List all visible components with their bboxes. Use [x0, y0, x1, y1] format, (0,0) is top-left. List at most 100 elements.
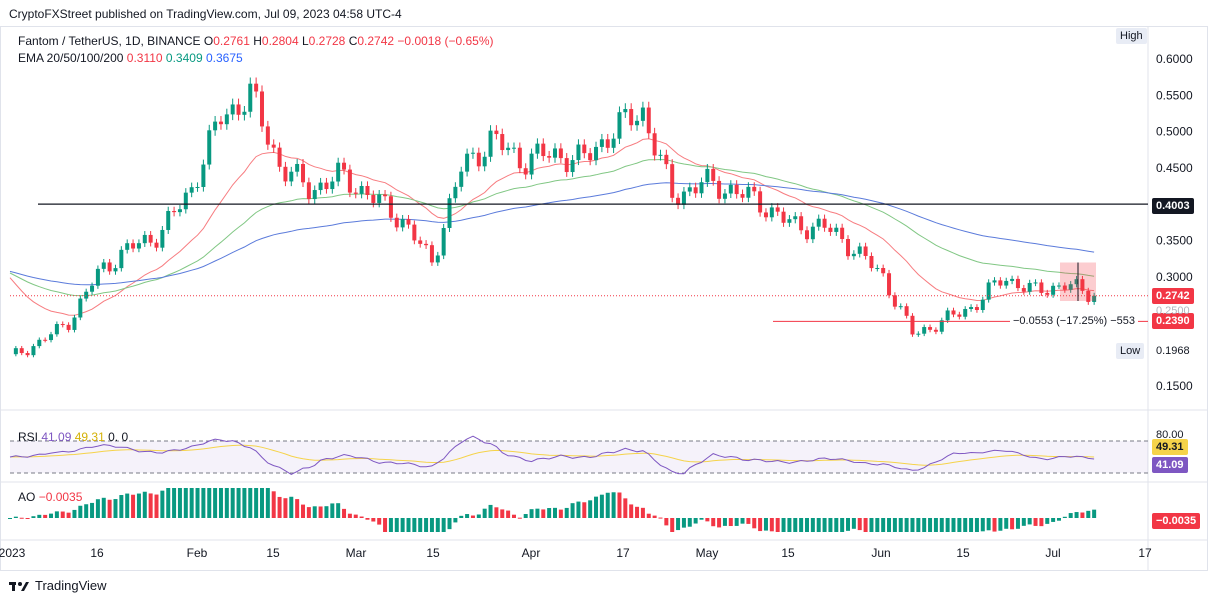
candle-body: [799, 216, 804, 231]
ao-bar: [424, 518, 429, 532]
candle-body: [283, 166, 288, 182]
ao-bar: [547, 508, 552, 518]
candle-body: [259, 91, 264, 127]
candle-body: [301, 163, 306, 183]
candle-body: [828, 227, 833, 232]
high-tag: High: [1116, 28, 1147, 44]
candle-body: [711, 168, 716, 181]
brand-label: TradingView: [35, 578, 107, 593]
ao-bar: [84, 504, 89, 518]
ao-bar: [43, 514, 48, 518]
ao-bar: [646, 513, 651, 518]
ao-bar: [1068, 513, 1073, 518]
ao-bar: [535, 508, 540, 518]
ema-legend: EMA 20/50/100/200 0.3110 0.3409 0.3675: [18, 51, 243, 65]
measure-label: −0.0553 (−17.25%) −553: [1010, 314, 1139, 328]
candle-body: [277, 147, 282, 167]
ao-bar: [394, 518, 399, 532]
candle-body: [717, 180, 722, 199]
candle-body: [969, 307, 974, 309]
ao-bar: [72, 509, 77, 518]
candle-body: [500, 134, 505, 151]
ao-bar: [1039, 518, 1044, 527]
candle-body: [922, 327, 927, 334]
ao-bar: [922, 518, 927, 532]
ao-bar: [31, 516, 36, 518]
candle-body: [43, 339, 48, 341]
ao-bar: [37, 514, 42, 518]
candle-body: [646, 107, 651, 134]
candle-body: [1015, 278, 1020, 289]
ao-bar: [816, 518, 821, 532]
ao-bar: [916, 518, 921, 532]
candle-body: [1051, 285, 1056, 295]
rsi-ma-value: 49.31: [74, 430, 105, 444]
candle-body: [312, 190, 317, 200]
close-value: 0.2742: [357, 34, 395, 48]
candle-body: [781, 211, 786, 223]
ohlc-legend: Fantom / TetherUS, 1D, BINANCE O0.2761 H…: [18, 34, 494, 48]
candle-body: [974, 307, 979, 310]
ao-bar: [945, 518, 950, 532]
level-tag: 0.4003: [1152, 198, 1194, 214]
ao-bar: [25, 518, 30, 519]
open-value: 0.2761: [213, 34, 250, 48]
ao-bar: [775, 518, 780, 532]
candle-body: [558, 148, 563, 159]
candle-body: [763, 212, 768, 218]
ao-bar: [60, 511, 65, 518]
ao-bar: [640, 507, 645, 518]
ao-bar: [371, 518, 376, 522]
ao-bar: [160, 490, 165, 518]
ao-bar: [511, 514, 516, 518]
candle-body: [517, 147, 522, 169]
time-tick-label: 15: [426, 546, 440, 560]
ao-bar: [465, 514, 470, 518]
footer[interactable]: TradingView: [9, 578, 107, 593]
candle-body: [95, 268, 100, 286]
candle-body: [107, 262, 112, 272]
ao-bar: [558, 509, 563, 518]
candle-body: [787, 219, 792, 223]
candle-body: [447, 198, 452, 228]
ao-bar: [974, 518, 979, 532]
ao-bar: [453, 518, 458, 523]
candle-body: [154, 242, 159, 248]
ao-bar: [125, 493, 130, 518]
ao-bar: [576, 501, 581, 518]
candle-body: [734, 184, 739, 195]
candle-body: [347, 169, 352, 193]
candle-body: [318, 182, 323, 191]
ao-bar: [857, 518, 862, 531]
candle-body: [599, 139, 604, 147]
ao-bar: [318, 506, 323, 518]
candle-body: [816, 218, 821, 227]
rsi-ma-line: [9, 444, 1095, 466]
candle-body: [916, 333, 921, 335]
ao-bar: [523, 514, 528, 518]
candle-body: [857, 246, 862, 254]
ao-bar: [957, 518, 962, 532]
ao-bar: [969, 518, 974, 532]
ao-bar: [177, 488, 182, 518]
ao-bar: [758, 518, 763, 532]
ao-bar: [365, 518, 370, 520]
candle-body: [125, 243, 130, 250]
ao-bar: [629, 504, 634, 518]
candle-body: [459, 171, 464, 187]
ao-bar: [769, 518, 774, 532]
ao-bar: [1051, 518, 1056, 522]
candle-body: [676, 197, 681, 205]
ao-bar: [101, 497, 106, 518]
ao-bar: [347, 513, 352, 518]
ao-bar: [429, 518, 434, 532]
candle-body: [851, 253, 856, 257]
candle-body: [1004, 280, 1009, 286]
price-tick-label: 0.3000: [1156, 270, 1193, 284]
ao-bar: [119, 495, 124, 518]
candle-body: [705, 168, 710, 183]
ao-bar: [787, 518, 792, 532]
ao-bar: [863, 518, 868, 532]
time-tick-label: 17: [616, 546, 630, 560]
